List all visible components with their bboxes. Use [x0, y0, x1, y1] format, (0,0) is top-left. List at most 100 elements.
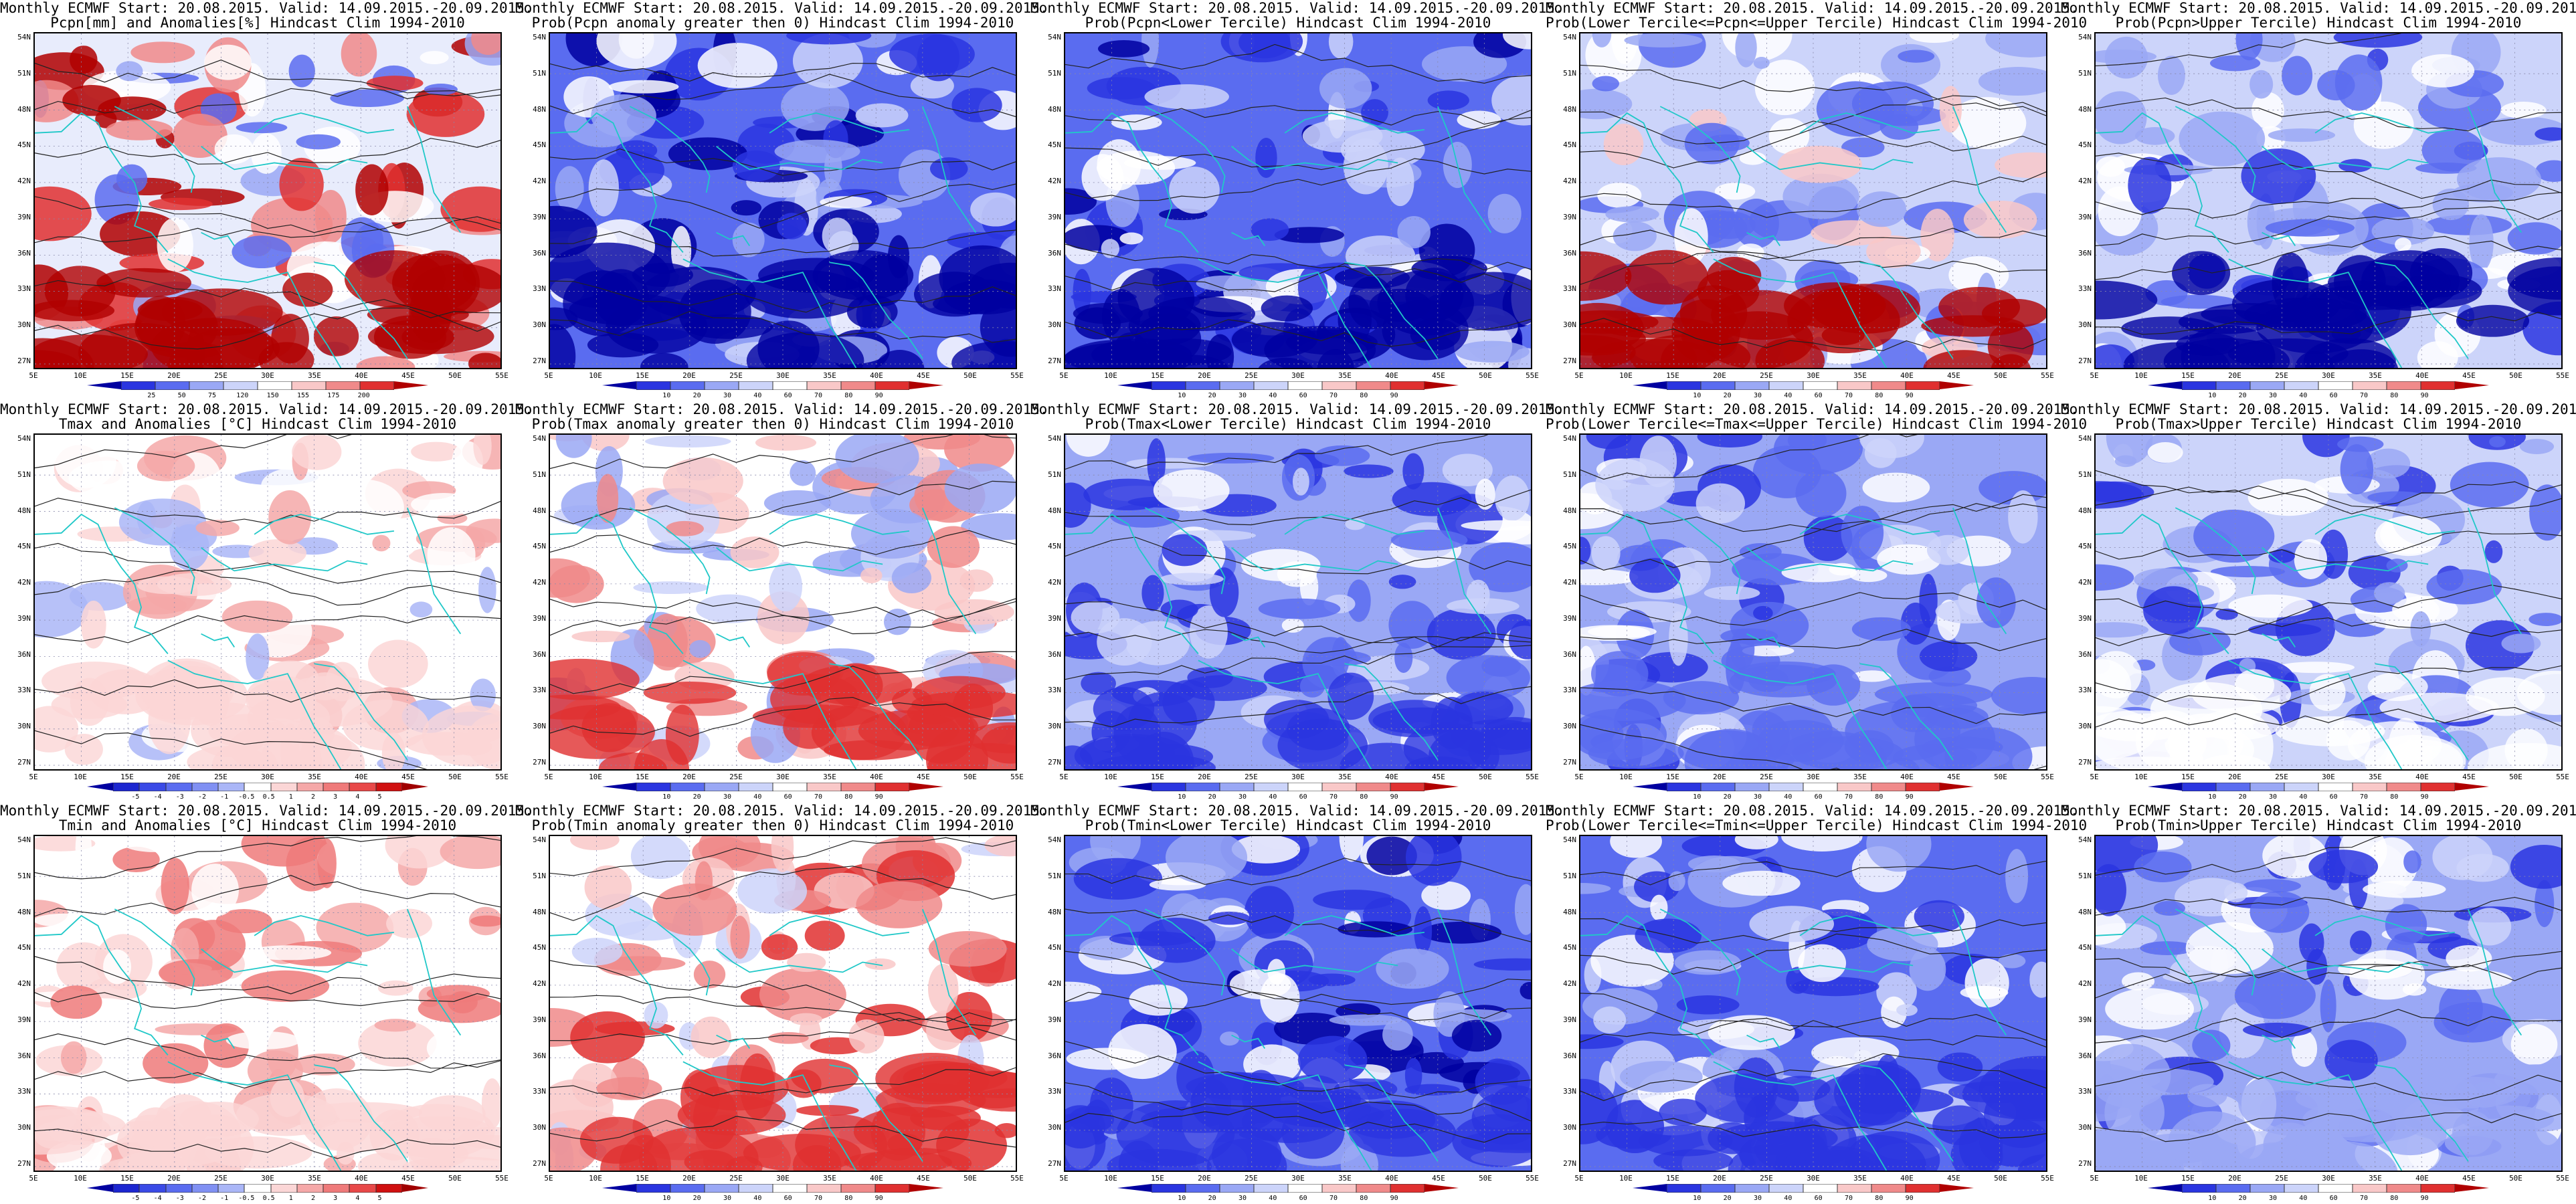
colorbar-end-triangle [1940, 381, 1974, 389]
longitude-label: 50E [963, 371, 977, 380]
anomaly-shading [1508, 619, 1531, 660]
colorbar-end-triangle [909, 1184, 943, 1192]
colorbar-swatch [1769, 381, 1803, 390]
anomaly-shading [1704, 586, 1760, 600]
colorbar-swatch [1220, 381, 1254, 390]
colorbar-label: 30 [1238, 392, 1247, 399]
anomaly-shading [1863, 105, 1946, 126]
colorbar-swatch [2216, 381, 2250, 390]
anomaly-shading [1101, 239, 1120, 258]
latitude-label: 45N [1563, 140, 1576, 150]
colorbar-label: 30 [2268, 1195, 2278, 1202]
coastline [1231, 145, 1398, 171]
anomaly-shading [279, 157, 324, 211]
colorbar-swatch [2182, 1184, 2216, 1193]
climatology-isoline [2096, 97, 2561, 132]
colorbar-swatch [1667, 783, 1701, 791]
latitude-label: 27N [17, 1159, 31, 1168]
longitude-label: 50E [1994, 371, 2007, 380]
anomaly-shading [1730, 628, 1755, 670]
latitude-label: 42N [1563, 177, 1576, 186]
colorbar-label: 70 [2359, 1195, 2369, 1202]
forecast-panel: Monthly ECMWF Start: 20.08.2015. Valid: … [0, 0, 533, 401]
colorbar-swatch [773, 1184, 807, 1193]
anomaly-shading [1394, 642, 1413, 673]
climatology-isoline [35, 196, 500, 236]
anomaly-shading [2029, 961, 2046, 998]
climatology-isoline [2096, 665, 2561, 704]
anomaly-shading [2096, 706, 2156, 761]
anomaly-shading [2251, 92, 2284, 129]
latitude-label: 45N [17, 140, 31, 150]
longitude-label: 35E [1853, 1174, 1867, 1183]
climatology-isoline [1065, 158, 1531, 201]
latitude-label: 54N [17, 835, 31, 844]
anomaly-shading [1160, 599, 1198, 619]
coastline [1198, 1061, 1372, 1171]
latitude-label: 36N [17, 649, 31, 659]
anomaly-shading [2456, 157, 2542, 201]
longitude-label: 50E [1994, 773, 2007, 781]
climatology-isoline [35, 679, 500, 703]
latitude-label: 27N [533, 758, 546, 767]
anomaly-shading [1995, 152, 2046, 179]
colorbar-swatch [2318, 783, 2353, 791]
colorbar-label: 10 [662, 793, 671, 801]
longitude-label: 5E [1574, 773, 1584, 781]
anomaly-shading [944, 463, 1016, 514]
anomaly-shading [1636, 651, 1708, 683]
colorbar-swatch [807, 381, 841, 390]
colorbar-label: 10 [2208, 793, 2217, 801]
colorbar-label: 90 [1390, 392, 1398, 399]
colorbar-swatch [113, 783, 140, 791]
longitude-label: 5E [544, 1174, 553, 1183]
colorbar-end-triangle [1117, 783, 1152, 791]
colorbar-end-triangle [1940, 783, 1974, 791]
anomaly-shading [225, 1031, 301, 1049]
latitude-label: 39N [1048, 613, 1061, 623]
anomaly-shading [1299, 675, 1325, 698]
climatology-isoline [2096, 950, 2561, 978]
anomaly-shading [2249, 70, 2274, 99]
anomaly-shading [35, 913, 97, 928]
colorbar-swatch [2421, 381, 2455, 390]
coastline [2314, 112, 2456, 134]
anomaly-shading [1588, 625, 1657, 638]
anomaly-shading [204, 44, 252, 80]
colorbar [2148, 1184, 2489, 1193]
latitude-label: 39N [17, 212, 31, 221]
anomaly-shading [2308, 849, 2379, 884]
latitude-label: 45N [1048, 542, 1061, 551]
colorbar-label: 70 [814, 392, 823, 399]
anomaly-shading [1881, 996, 1907, 1028]
anomaly-shading [2134, 851, 2192, 882]
coastline [406, 507, 462, 635]
coastline [716, 948, 883, 973]
colorbar-label: 10 [1178, 392, 1186, 399]
colorbar-label: 10 [2208, 392, 2217, 399]
anomaly-shading [241, 970, 330, 1002]
anomaly-shading [2379, 692, 2500, 723]
longitude-label: 55E [2556, 773, 2569, 781]
colorbar-swatch [258, 381, 292, 390]
anomaly-shading [1676, 995, 1740, 1015]
colorbar-label: -1 [220, 793, 229, 801]
longitude-label: 10E [1619, 773, 1633, 781]
anomaly-shading [1722, 870, 1801, 896]
colorbar-label: 80 [1360, 392, 1368, 399]
colorbar-label: 70 [1844, 1195, 1853, 1202]
latitude-label: 54N [533, 434, 546, 443]
latitude-label: 42N [1048, 578, 1061, 587]
latitude-label: 51N [1048, 470, 1061, 479]
anomaly-shading [35, 80, 79, 122]
colorbar-swatch [165, 1184, 192, 1193]
colorbar-swatch [875, 381, 909, 390]
colorbar-label: 90 [875, 392, 883, 399]
anomaly-shading [1592, 338, 1716, 368]
map-canvas [550, 435, 1016, 769]
latitude-label: 42N [1563, 979, 1576, 989]
coastline [2314, 915, 2456, 936]
longitude-label: 5E [2090, 1174, 2099, 1183]
climatology-isoline [1580, 933, 2046, 975]
longitude-label: 20E [1198, 371, 1211, 380]
